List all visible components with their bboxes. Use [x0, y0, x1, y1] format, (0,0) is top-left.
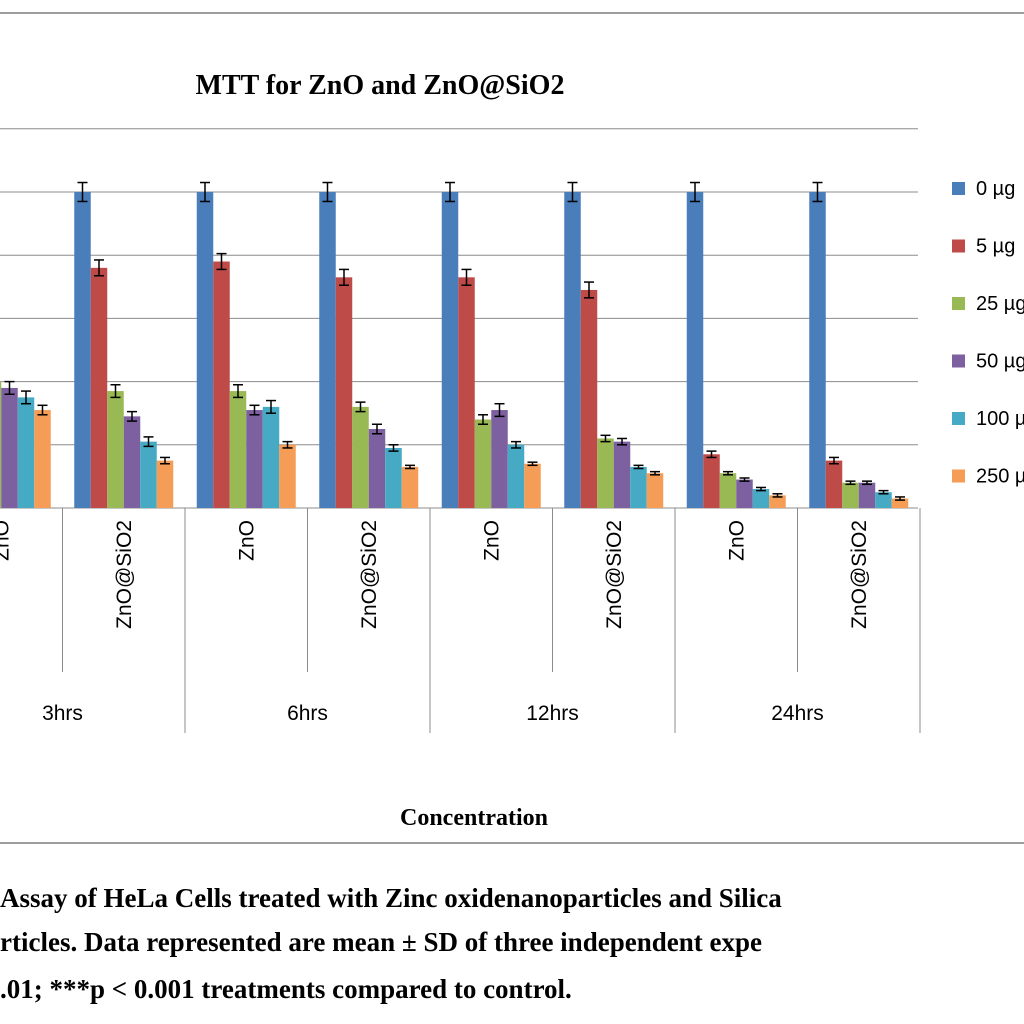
figure-caption-line-1: Assay of HeLa Cells treated with Zinc ox…: [0, 883, 782, 913]
legend-label: 0 µg: [976, 178, 1015, 200]
legend-swatch: [952, 182, 965, 195]
bar: [597, 438, 614, 508]
bar: [752, 489, 770, 508]
bar: [809, 192, 826, 508]
chart-title: MTT for ZnO and ZnO@SiO2: [196, 70, 565, 101]
bar: [719, 473, 737, 508]
bar: [90, 267, 108, 508]
legend-label: 5 µg: [976, 236, 1015, 258]
category-label: ZnO@SiO2: [603, 520, 626, 629]
bar: [858, 482, 876, 508]
figure-caption-line-2: rticles. Data represented are mean ± SD …: [0, 927, 762, 957]
bar: [613, 441, 631, 508]
bar: [279, 444, 296, 508]
bar: [825, 460, 843, 508]
bar: [34, 410, 51, 508]
bar: [74, 192, 91, 508]
time-label: 6hrs: [287, 702, 328, 725]
bar: [140, 441, 157, 508]
category-label: ZnO: [235, 520, 258, 561]
bar: [580, 289, 598, 508]
bar: [196, 192, 214, 508]
category-label: ZnO: [725, 520, 748, 561]
bar: [246, 410, 263, 508]
legend-label: 250 µg: [976, 466, 1024, 488]
bar: [352, 406, 369, 508]
bar: [262, 406, 280, 508]
bar: [891, 498, 909, 508]
bar: [769, 495, 786, 508]
x-axis-title: Concentration: [400, 805, 548, 831]
bar: [736, 479, 753, 508]
legend-swatch: [952, 297, 965, 310]
bar: [156, 460, 174, 508]
bar: [123, 416, 141, 508]
bar: [474, 419, 492, 508]
bar: [401, 466, 419, 508]
legend-label: 25 µg: [976, 293, 1024, 315]
legend-swatch: [952, 354, 965, 368]
bar: [107, 391, 124, 508]
legend-label: 100 µg: [976, 408, 1024, 430]
bar: [646, 473, 664, 508]
figure-caption-line-3: .01; ***p < 0.001 treatments compared to…: [0, 974, 572, 1004]
bar: [507, 444, 525, 508]
legend-swatch: [952, 469, 965, 483]
category-label: ZnO: [0, 520, 13, 561]
bar: [842, 482, 859, 508]
bar: [17, 397, 35, 508]
legend-swatch: [952, 239, 965, 253]
time-label: 3hrs: [42, 702, 83, 725]
category-label: ZnO@SiO2: [848, 520, 871, 629]
bar: [0, 381, 2, 508]
bar: [458, 277, 475, 508]
bar: [368, 429, 386, 508]
bar: [441, 192, 459, 508]
bar: [213, 261, 230, 508]
legend-label: 50 µg: [976, 351, 1024, 373]
bar: [1, 387, 18, 508]
time-label: 12hrs: [526, 702, 579, 725]
bar: [491, 410, 508, 508]
legend-swatch: [952, 412, 965, 425]
bar: [630, 466, 647, 508]
bar: [335, 277, 353, 508]
bar: [524, 463, 541, 508]
time-label: 24hrs: [771, 702, 824, 725]
bar: [385, 447, 402, 508]
category-label: ZnO: [480, 520, 503, 561]
bar: [686, 192, 704, 508]
bar: [564, 192, 581, 508]
category-label: ZnO@SiO2: [113, 520, 136, 629]
bar: [875, 492, 892, 508]
bar: [703, 454, 720, 508]
bar: [229, 391, 247, 508]
category-label: ZnO@SiO2: [358, 520, 381, 629]
bar: [319, 192, 336, 508]
